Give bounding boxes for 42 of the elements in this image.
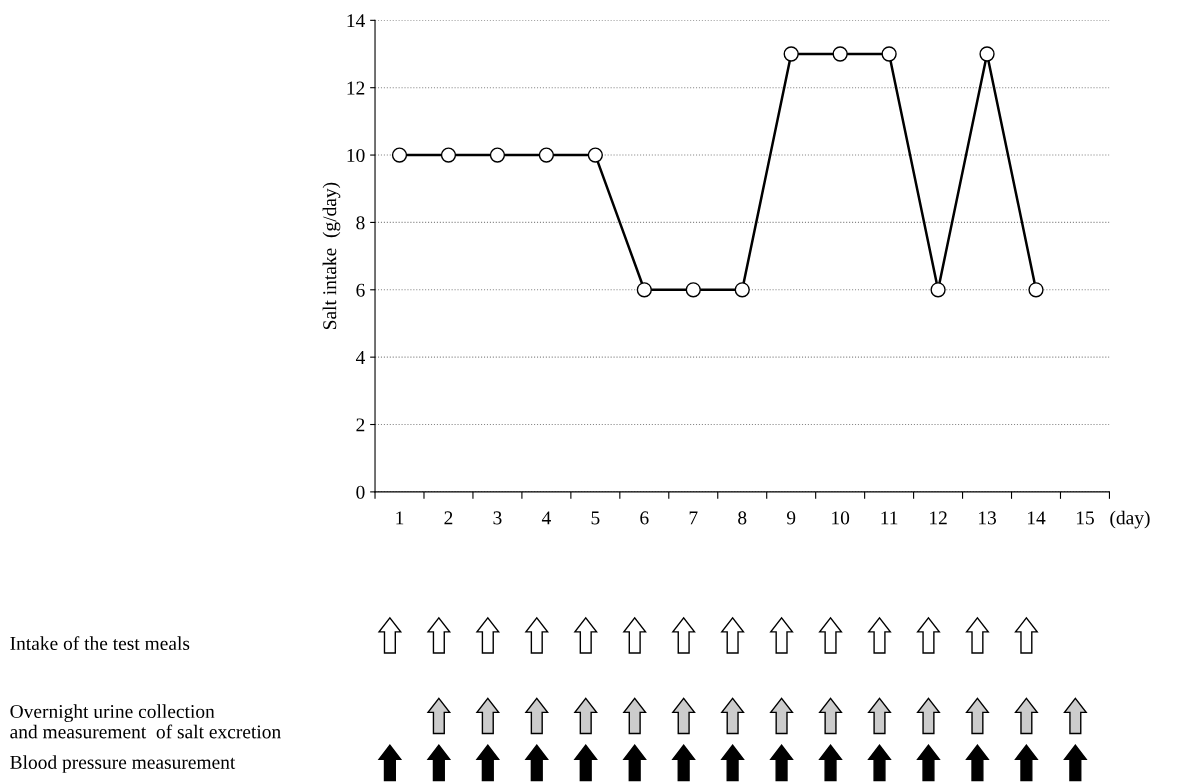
x-tick-label: 3 (493, 511, 502, 525)
y-tick-label: 6 (356, 283, 365, 297)
text: Intake of the test meals (10, 636, 190, 651)
x-tick-label: 12 (930, 511, 947, 525)
point (832, 46, 848, 62)
x-tick-label: 4 (541, 511, 551, 525)
x-tick-label: 14 (1027, 511, 1046, 525)
point (440, 147, 457, 163)
x-tick-label: 15 (1076, 511, 1094, 525)
point (1028, 282, 1044, 298)
point (538, 147, 555, 163)
x-tick-label: 9 (786, 511, 796, 525)
point (636, 282, 652, 298)
y-tick-label: 4 (355, 351, 365, 364)
point (930, 282, 946, 298)
x-tick-label: 1 (396, 511, 404, 525)
text: Overnight urine collection and measurement of salt excretion (10, 704, 281, 739)
point (489, 147, 506, 163)
y-tick-label: 0 (356, 485, 365, 499)
x-tick-label: 13 (979, 511, 997, 525)
point (734, 282, 750, 298)
y-tick-label: 12 (347, 81, 365, 95)
x-tick-label: 11 (881, 511, 898, 525)
y-tick-label: 8 (356, 216, 365, 230)
x-tick-label: 10 (832, 511, 850, 525)
point (783, 46, 799, 62)
x-tick-label: 7 (689, 511, 698, 525)
x-tick-label: 8 (738, 511, 747, 525)
x-tick-label: 2 (444, 511, 453, 525)
y-tick-label: 10 (347, 148, 365, 162)
y-tick-label: 14 (347, 14, 365, 28)
y-axis-title: Salt intake (g/day) (322, 182, 341, 330)
x-axis-title: (day) (1110, 510, 1150, 529)
x-tick-label: 6 (640, 511, 649, 525)
y-tick-label: 2 (356, 418, 365, 432)
point (979, 46, 995, 62)
point (587, 147, 603, 163)
point (685, 282, 701, 298)
text: Blood pressure measurement (10, 755, 236, 773)
point (881, 46, 897, 62)
x-tick-label: 5 (591, 511, 600, 525)
point (391, 147, 408, 163)
